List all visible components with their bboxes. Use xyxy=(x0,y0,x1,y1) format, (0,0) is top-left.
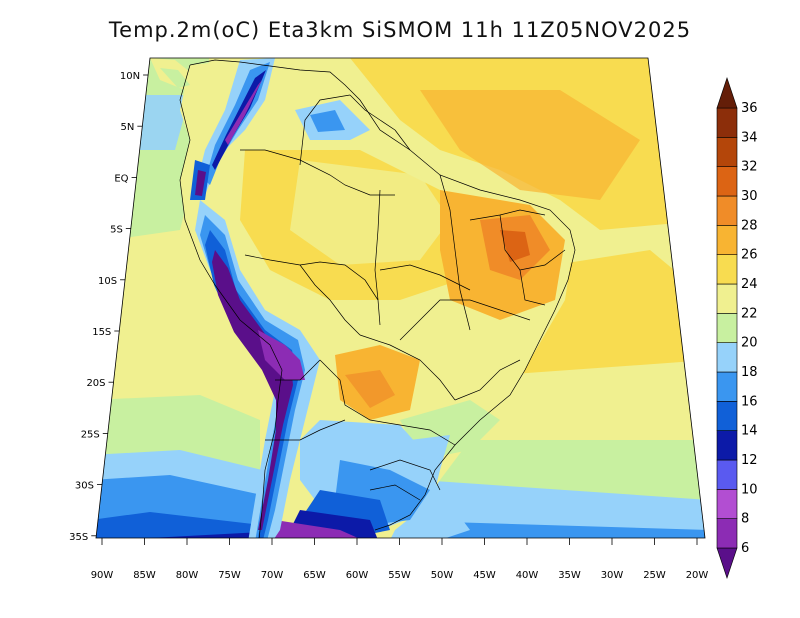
colorbar-label: 22 xyxy=(741,306,758,321)
map-field xyxy=(96,58,705,538)
colorbar-arrow-high xyxy=(716,77,738,109)
colorbar-box xyxy=(716,518,738,549)
lon-label: 75W xyxy=(218,570,241,581)
lon-label: 55W xyxy=(388,570,411,581)
colorbar-label: 16 xyxy=(741,394,758,409)
colorbar: 6 8 10 12 14 16 18 20 22 24 26 28 30 32 34 36 xyxy=(716,77,758,579)
colorbar-label: 20 xyxy=(741,336,758,351)
lat-label: 25S xyxy=(81,429,100,440)
lat-label: 10N xyxy=(120,71,140,82)
colorbar-label: 28 xyxy=(741,218,758,233)
lat-label: 5S xyxy=(110,225,123,236)
colorbar-box xyxy=(716,107,738,138)
colorbar-label: 34 xyxy=(741,130,758,145)
lon-label: 90W xyxy=(91,570,114,581)
colorbar-label: 24 xyxy=(741,277,758,292)
lon-label: 35W xyxy=(558,570,581,581)
colorbar-box xyxy=(716,283,738,314)
colorbar-label: 10 xyxy=(741,482,758,497)
colorbar-box xyxy=(716,371,738,402)
colorbar-box xyxy=(716,225,738,255)
lat-label: 10S xyxy=(98,276,117,287)
colorbar-box xyxy=(716,489,738,519)
lon-label: 40W xyxy=(516,570,539,581)
lat-label: 5N xyxy=(120,122,134,133)
colorbar-box xyxy=(716,137,738,167)
lon-label: 45W xyxy=(473,570,496,581)
colorbar-label: 14 xyxy=(741,424,758,439)
colorbar-box xyxy=(716,342,738,373)
latitude-axis: 10N 5N EQ 5S 10S 15S 20S 25S 30S 35S xyxy=(69,71,149,543)
lon-label: 20W xyxy=(686,570,709,581)
colorbar-label: 30 xyxy=(741,189,758,204)
colorbar-arrow-low xyxy=(716,547,738,579)
lon-label: 30W xyxy=(601,570,624,581)
lon-label: 50W xyxy=(431,570,454,581)
lon-label: 60W xyxy=(346,570,369,581)
colorbar-label: 36 xyxy=(741,101,758,116)
lon-label: 80W xyxy=(176,570,199,581)
lon-label: 65W xyxy=(303,570,326,581)
colorbar-label: 26 xyxy=(741,248,758,263)
lon-label: 25W xyxy=(643,570,666,581)
colorbar-label: 12 xyxy=(741,453,758,468)
political-borders xyxy=(179,59,576,538)
lon-label: 70W xyxy=(261,570,284,581)
lat-label: 15S xyxy=(92,327,111,338)
colorbar-box xyxy=(716,313,738,343)
lat-label: EQ xyxy=(114,173,128,184)
lat-label: 30S xyxy=(75,481,94,492)
colorbar-label: 8 xyxy=(741,512,749,527)
map-frame xyxy=(95,57,706,539)
longitude-axis: 90W 85W 80W 75W 70W 65W 60W 55W 50W 45W 40W 35W 30W 2… xyxy=(91,538,709,581)
lon-label: 85W xyxy=(133,570,156,581)
colorbar-label: 18 xyxy=(741,365,758,380)
colorbar-label: 32 xyxy=(741,160,758,175)
lat-label: 35S xyxy=(69,532,88,543)
colorbar-box xyxy=(716,430,738,461)
lat-label: 20S xyxy=(86,378,105,389)
colorbar-box xyxy=(716,401,738,431)
colorbar-box xyxy=(716,166,738,197)
colorbar-box xyxy=(716,254,738,285)
colorbar-box xyxy=(716,459,738,490)
colorbar-box xyxy=(716,195,738,226)
map-title: Temp.2m(oC) Eta3km SiSMOM 11h 11Z05NOV20… xyxy=(108,18,692,42)
colorbar-label: 6 xyxy=(741,541,749,556)
